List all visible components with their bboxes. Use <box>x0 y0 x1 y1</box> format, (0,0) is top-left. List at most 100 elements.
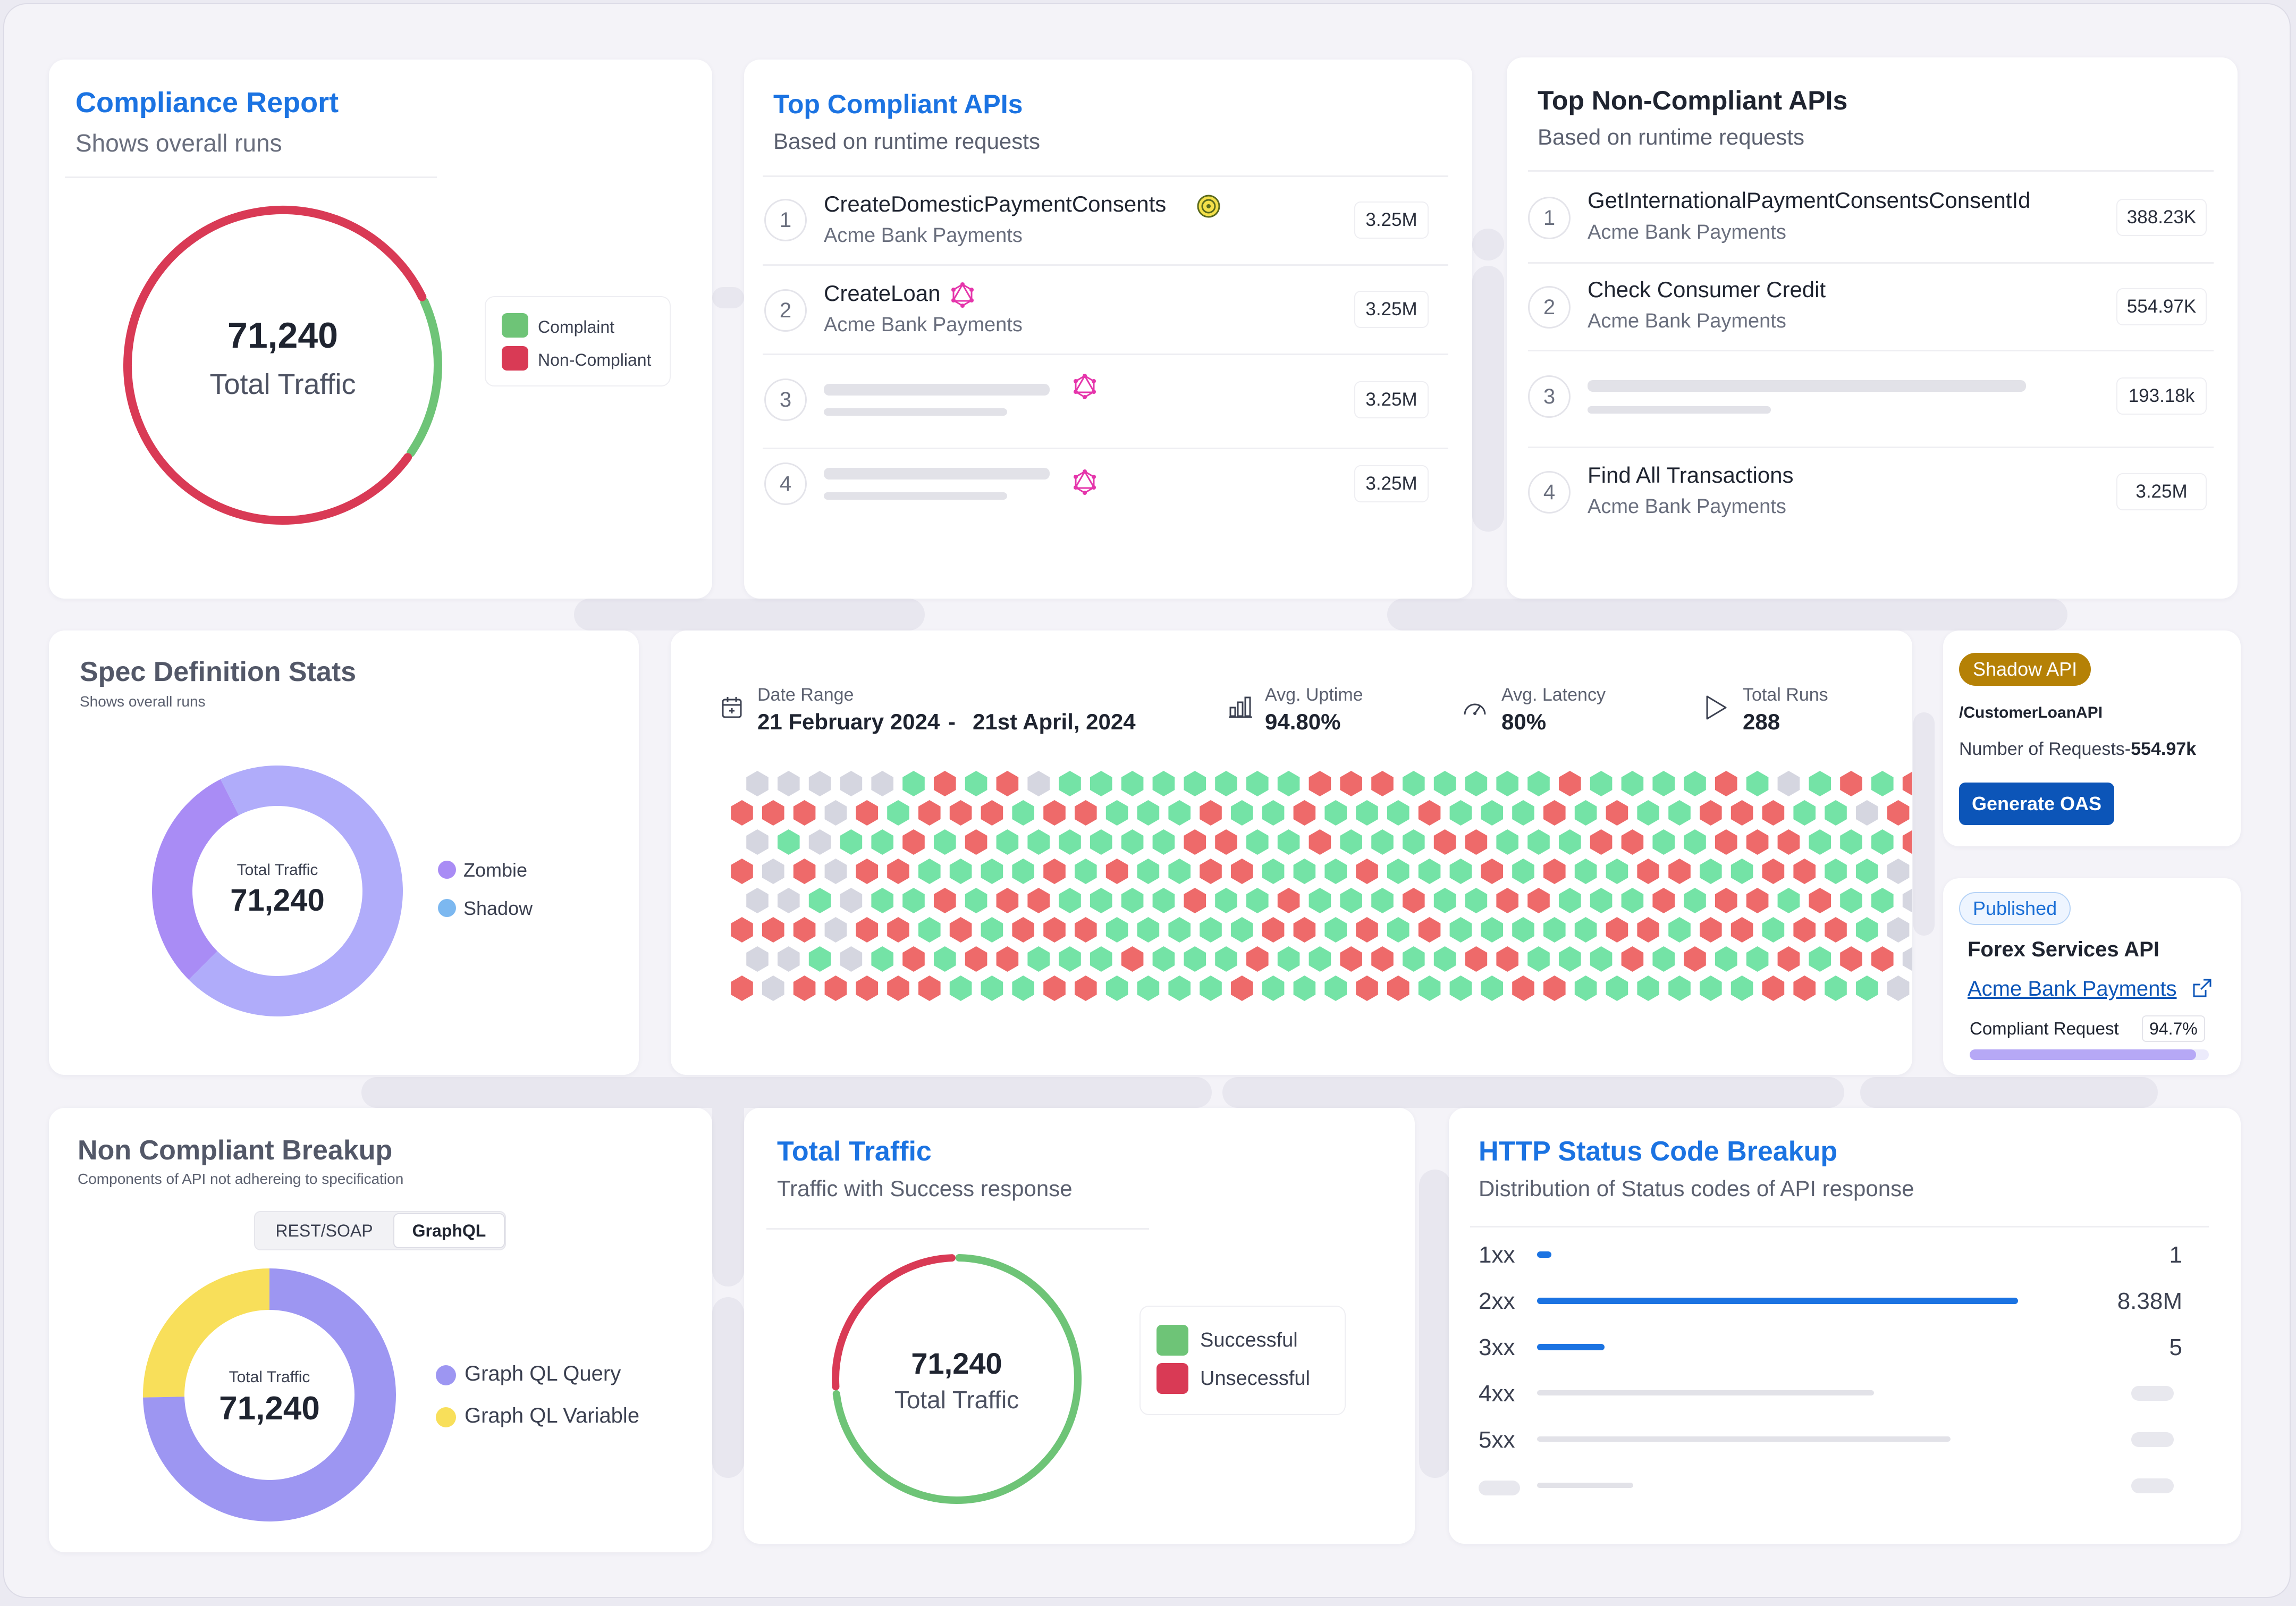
run-hex-cell[interactable] <box>1231 800 1253 826</box>
run-hex-cell[interactable] <box>1246 888 1269 913</box>
run-hex-cell[interactable] <box>981 917 1003 943</box>
run-hex-cell[interactable] <box>1856 917 1878 943</box>
run-hex-cell[interactable] <box>1668 976 1691 1001</box>
run-hex-cell[interactable] <box>1137 917 1160 943</box>
run-hex-cell[interactable] <box>1606 917 1628 943</box>
run-hex-cell[interactable] <box>1746 946 1769 972</box>
run-hex-cell[interactable] <box>1668 917 1691 943</box>
run-hex-cell[interactable] <box>1184 771 1206 796</box>
run-hex-cell[interactable] <box>808 946 831 972</box>
run-hex-cell[interactable] <box>1027 771 1050 796</box>
run-hex-cell[interactable] <box>1027 888 1050 913</box>
run-hex-cell[interactable] <box>1387 800 1409 826</box>
run-hex-cell[interactable] <box>1090 946 1112 972</box>
run-hex-cell[interactable] <box>1559 888 1581 913</box>
run-hex-cell[interactable] <box>1465 888 1488 913</box>
tab-rest-soap[interactable]: REST/SOAP <box>275 1221 373 1240</box>
run-hex-cell[interactable] <box>887 859 909 884</box>
run-hex-cell[interactable] <box>1793 859 1816 884</box>
run-hex-cell[interactable] <box>1512 917 1534 943</box>
run-hex-cell[interactable] <box>887 976 909 1001</box>
run-hex-cell[interactable] <box>1418 976 1441 1001</box>
run-hex-cell[interactable] <box>871 888 893 913</box>
run-hex-cell[interactable] <box>1012 917 1034 943</box>
run-hex-cell[interactable] <box>1684 888 1706 913</box>
run-hex-cell[interactable] <box>1433 888 1456 913</box>
run-hex-cell[interactable] <box>1621 771 1644 796</box>
run-hex-cell[interactable] <box>1809 829 1831 855</box>
run-hex-cell[interactable] <box>1075 800 1097 826</box>
run-hex-cell[interactable] <box>1762 976 1785 1001</box>
run-hex-cell[interactable] <box>1574 859 1597 884</box>
run-hex-cell[interactable] <box>1309 888 1331 913</box>
run-hex-cell[interactable] <box>1449 976 1472 1001</box>
run-hex-cell[interactable] <box>1887 917 1910 943</box>
run-hex-cell[interactable] <box>1387 917 1409 943</box>
run-hex-cell[interactable] <box>1825 859 1847 884</box>
run-hex-cell[interactable] <box>902 829 925 855</box>
run-hex-cell[interactable] <box>1449 800 1472 826</box>
run-hex-cell[interactable] <box>1887 976 1910 1001</box>
run-hex-cell[interactable] <box>902 771 925 796</box>
run-hex-cell[interactable] <box>1762 917 1785 943</box>
run-hex-cell[interactable] <box>1012 976 1034 1001</box>
run-hex-cell[interactable] <box>1231 859 1253 884</box>
run-hex-cell[interactable] <box>1840 771 1862 796</box>
run-hex-cell[interactable] <box>1152 946 1175 972</box>
run-hex-cell[interactable] <box>856 976 878 1001</box>
run-hex-cell[interactable] <box>1574 976 1597 1001</box>
run-hex-cell[interactable] <box>1668 800 1691 826</box>
run-hex-cell[interactable] <box>1184 888 1206 913</box>
run-hex-cell[interactable] <box>1621 946 1644 972</box>
run-hex-cell[interactable] <box>1324 976 1347 1001</box>
run-hex-cell[interactable] <box>1246 771 1269 796</box>
run-hex-cell[interactable] <box>731 859 753 884</box>
run-hex-cell[interactable] <box>840 946 863 972</box>
run-hex-cell[interactable] <box>1902 829 1912 855</box>
run-hex-cell[interactable] <box>1371 946 1394 972</box>
run-hex-cell[interactable] <box>934 771 956 796</box>
run-hex-cell[interactable] <box>1403 946 1425 972</box>
run-hex-cell[interactable] <box>840 829 863 855</box>
run-hex-cell[interactable] <box>1590 829 1613 855</box>
run-hex-cell[interactable] <box>996 829 1019 855</box>
run-hex-cell[interactable] <box>1090 888 1112 913</box>
run-hex-cell[interactable] <box>1043 800 1066 826</box>
run-hex-cell[interactable] <box>1059 946 1081 972</box>
run-hex-cell[interactable] <box>1075 859 1097 884</box>
run-hex-cell[interactable] <box>1606 859 1628 884</box>
run-hex-cell[interactable] <box>778 946 800 972</box>
run-hex-cell[interactable] <box>949 917 972 943</box>
run-hex-cell[interactable] <box>856 917 878 943</box>
run-hex-cell[interactable] <box>1309 771 1331 796</box>
run-hex-cell[interactable] <box>1621 888 1644 913</box>
run-hex-cell[interactable] <box>887 800 909 826</box>
run-hex-cell[interactable] <box>778 771 800 796</box>
run-hex-cell[interactable] <box>1152 771 1175 796</box>
run-hex-cell[interactable] <box>1559 829 1581 855</box>
run-hex-cell[interactable] <box>1496 946 1518 972</box>
run-hex-cell[interactable] <box>1621 829 1644 855</box>
run-hex-cell[interactable] <box>808 829 831 855</box>
run-hex-cell[interactable] <box>1059 888 1081 913</box>
run-hex-cell[interactable] <box>1293 976 1316 1001</box>
run-hex-cell[interactable] <box>1043 976 1066 1001</box>
run-hex-cell[interactable] <box>1652 888 1675 913</box>
run-hex-cell[interactable] <box>1200 859 1222 884</box>
run-hex-cell[interactable] <box>1637 859 1659 884</box>
run-hex-cell[interactable] <box>1902 771 1912 796</box>
run-hex-cell[interactable] <box>1856 976 1878 1001</box>
run-hex-cell[interactable] <box>1590 946 1613 972</box>
run-hex-cell[interactable] <box>1340 771 1362 796</box>
run-hex-cell[interactable] <box>1215 888 1237 913</box>
run-hex-cell[interactable] <box>1543 859 1566 884</box>
run-hex-cell[interactable] <box>1121 829 1144 855</box>
run-hex-cell[interactable] <box>1856 859 1878 884</box>
run-hex-cell[interactable] <box>1762 800 1785 826</box>
run-hex-cell[interactable] <box>731 976 753 1001</box>
run-hex-cell[interactable] <box>965 771 987 796</box>
run-hex-cell[interactable] <box>1293 917 1316 943</box>
run-hex-cell[interactable] <box>1105 800 1128 826</box>
run-hex-cell[interactable] <box>1262 917 1285 943</box>
run-hex-cell[interactable] <box>1777 946 1800 972</box>
